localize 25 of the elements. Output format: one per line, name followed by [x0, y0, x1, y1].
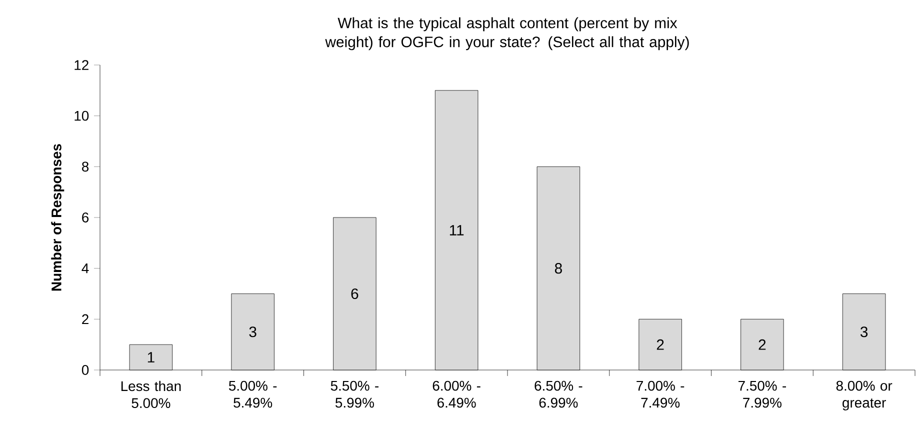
- chart-title: What is the typical asphalt content (percent by mix weight) for OGFC in your state? (Select all that apply): [325, 17, 689, 50]
- y-tick-label: 6: [82, 212, 89, 222]
- y-tick-label: 4: [82, 264, 89, 274]
- data-label: 2: [656, 339, 664, 350]
- data-label: 3: [860, 326, 868, 338]
- x-tick-label: 5.00% - 5.49%: [228, 380, 277, 408]
- y-tick-label: 12: [74, 60, 88, 70]
- y-axis-title: Number of Responses: [51, 144, 64, 291]
- y-tick-label: 2: [82, 314, 88, 324]
- x-tick-label: 8.00% or greater: [836, 380, 892, 410]
- data-label: 3: [249, 326, 256, 338]
- y-tick-label: 10: [74, 110, 89, 121]
- data-label: 1: [148, 352, 154, 362]
- x-tick-label: 6.00% - 6.49%: [432, 380, 480, 408]
- data-label: 6: [351, 288, 358, 300]
- y-tick-label: 8: [82, 162, 89, 172]
- x-tick-label: Less than 5.00%: [121, 380, 181, 408]
- data-label: 11: [450, 225, 464, 236]
- y-tick-label: 0: [82, 365, 89, 375]
- x-tick-label: 5.50% - 5.99%: [330, 380, 378, 408]
- data-label: 2: [758, 339, 766, 350]
- data-label: 8: [554, 263, 562, 274]
- x-tick-label: 7.50% - 7.99%: [738, 380, 786, 408]
- x-tick-label: 7.00% - 7.49%: [636, 380, 684, 408]
- x-tick-label: 6.50% - 6.99%: [534, 380, 582, 408]
